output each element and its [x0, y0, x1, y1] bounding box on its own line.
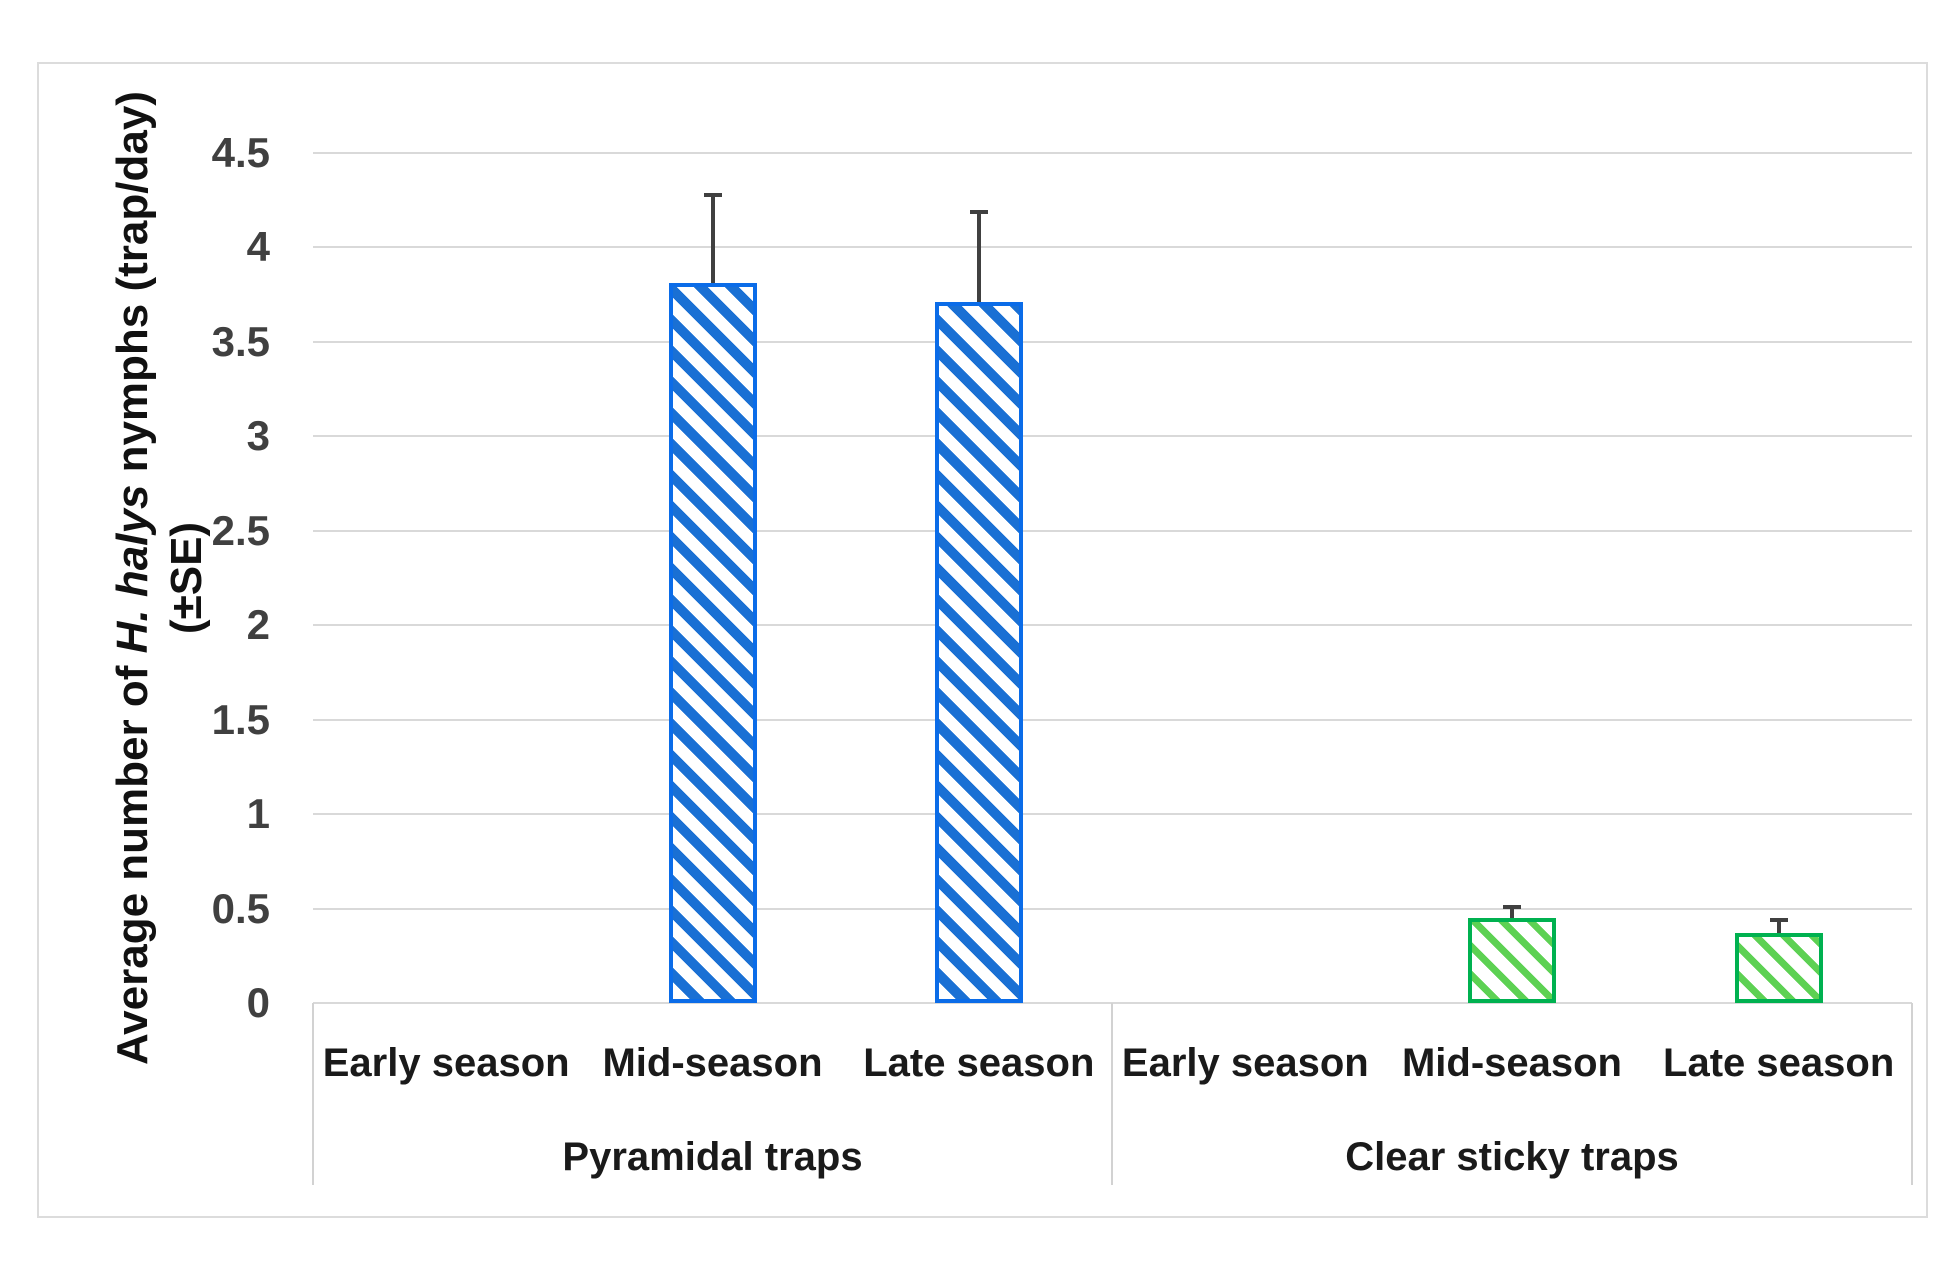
y-tick-label-3: 3: [246, 412, 270, 460]
gridline-1.5: [313, 718, 1912, 721]
gridline-2.5: [313, 529, 1912, 532]
bar-clear-sticky-traps-late-season: [1734, 933, 1823, 1003]
group-label-clear-sticky-traps: Clear sticky traps: [1345, 1135, 1679, 1179]
category-band-divider: [312, 1003, 314, 1185]
gridline-2: [313, 624, 1912, 627]
error-bar: [710, 194, 715, 284]
y-tick-label-2.5: 2.5: [211, 506, 270, 554]
y-tick-label-2: 2: [246, 601, 270, 649]
y-tick-label-1: 1: [246, 790, 270, 838]
gridline-3: [313, 435, 1912, 438]
gridline-3.5: [313, 340, 1912, 343]
bar-pyramidal-traps-mid-season: [668, 283, 757, 1003]
error-bar-cap: [1769, 917, 1788, 922]
gridline-0.5: [313, 907, 1912, 910]
category-label: Late season: [1663, 1041, 1895, 1085]
y-tick-label-0.5: 0.5: [211, 884, 270, 932]
y-tick-label-4: 4: [246, 223, 270, 271]
gridline-4.5: [313, 151, 1912, 154]
y-axis-title-line2: (±SE): [162, 521, 211, 635]
y-tick-label-4.5: 4.5: [211, 128, 270, 176]
category-label: Early season: [322, 1041, 570, 1085]
category-label: Mid-season: [1401, 1041, 1622, 1085]
category-label: Mid-season: [602, 1041, 823, 1085]
gridline-4: [313, 246, 1912, 249]
y-tick-label-3.5: 3.5: [211, 317, 270, 365]
y-axis-title-line1: Average number of H. halys nymphs (trap/…: [106, 28, 160, 1128]
category-label: Late season: [863, 1041, 1095, 1085]
bar-clear-sticky-traps-mid-season: [1468, 917, 1556, 1003]
y-axis-title: Average number of H. halys nymphs (trap/…: [106, 28, 214, 1128]
category-label: Early season: [1121, 1041, 1369, 1085]
error-bar: [976, 211, 981, 303]
bar-pyramidal-traps-late-season: [934, 302, 1023, 1003]
figure-border: [37, 62, 1928, 1218]
group-label-pyramidal-traps: Pyramidal traps: [562, 1135, 863, 1179]
error-bar-cap: [969, 209, 988, 214]
category-band-divider: [1111, 1003, 1113, 1185]
error-bar: [1776, 919, 1781, 934]
y-tick-label-0: 0: [246, 979, 270, 1026]
gridline-1: [313, 813, 1912, 816]
y-tick-label-1.5: 1.5: [211, 695, 270, 743]
error-bar-cap: [1503, 904, 1521, 909]
category-band-divider: [1911, 1003, 1913, 1185]
error-bar-cap: [703, 192, 722, 197]
error-bar: [1510, 906, 1514, 918]
